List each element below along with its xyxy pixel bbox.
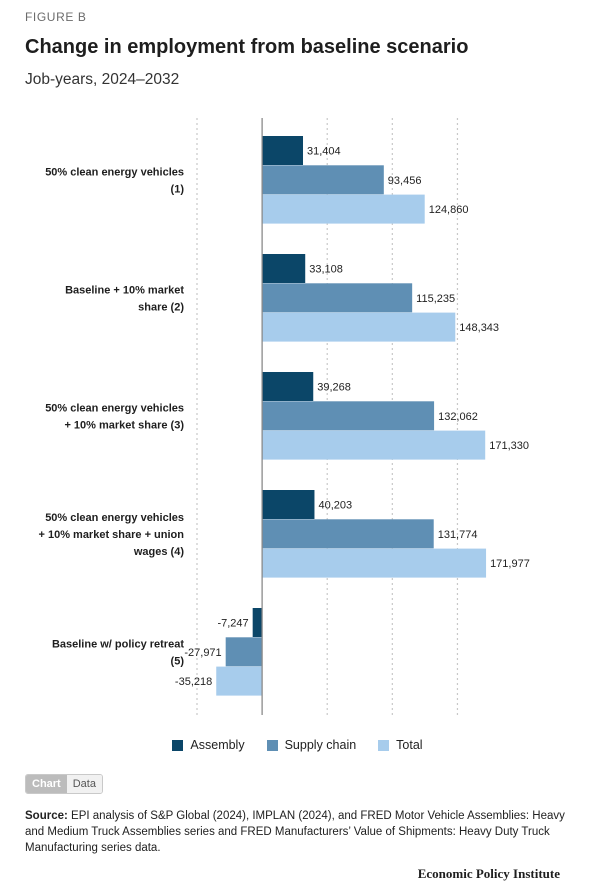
category-label-line: + 10% market share (3) [64, 419, 184, 431]
category-label: Baseline w/ policy retreat (5) [52, 638, 184, 667]
data-label: 124,860 [429, 204, 469, 216]
data-label: 171,330 [489, 440, 529, 452]
bar-chart: 31,404 93,456 124,860 50% clean energy vehi… [38, 118, 530, 715]
legend-item-assembly: Assembly [172, 738, 245, 752]
category-label-line: 50% clean energy vehicles [45, 402, 184, 414]
view-toggle: Chart Data [25, 774, 103, 794]
bar-supply-chain [225, 637, 263, 667]
legend-swatch-supply-chain [266, 739, 278, 751]
bar-assembly [262, 254, 306, 283]
data-label: 148,343 [459, 322, 499, 334]
epi-logo: Economic Policy Institute [417, 866, 560, 881]
data-label: 93,456 [388, 175, 422, 187]
category-label-line: wages (4) [133, 546, 184, 558]
category-label: Baseline + 10% market share (2) [65, 284, 184, 313]
bar-assembly [262, 372, 314, 401]
bar-supply-chain [262, 165, 384, 195]
data-label: 115,235 [416, 293, 455, 305]
figure-label: FIGURE B [25, 10, 87, 24]
category-label: 50% clean energy vehicles (1) [45, 166, 184, 195]
data-label: 33,108 [309, 264, 343, 276]
category-label-line: (1) [171, 183, 185, 195]
data-label: 39,268 [317, 382, 351, 394]
bar-supply-chain [262, 519, 434, 549]
bar-total [216, 666, 263, 696]
category-label-line: 50% clean energy vehicles [45, 166, 184, 178]
category-label-line: Baseline + 10% market [65, 284, 184, 296]
data-label: 40,203 [318, 500, 352, 512]
bar-assembly [252, 608, 263, 637]
chart-title: Change in employment from baseline scena… [25, 36, 469, 58]
category-label-line: 50% clean energy vehicles [45, 512, 184, 524]
data-tab-button[interactable]: Data [66, 775, 102, 793]
data-label: 132,062 [438, 411, 478, 423]
bar-total [262, 312, 456, 342]
category-label-line: Baseline w/ policy retreat [52, 638, 184, 650]
source-text: EPI analysis of S&P Global (2024), IMPLA… [25, 810, 565, 854]
legend-swatch-total [378, 739, 390, 751]
bar-assembly [262, 136, 304, 165]
bar-supply-chain [262, 401, 435, 431]
bar-total [262, 548, 487, 578]
bar-total [262, 194, 425, 224]
data-label: -27,971 [184, 647, 221, 659]
chart-tab-button[interactable]: Chart [26, 775, 67, 793]
category-label-line: (5) [171, 655, 185, 667]
data-label: -35,218 [175, 676, 212, 688]
legend-label-assembly: Assembly [190, 738, 245, 752]
data-label: 171,977 [490, 558, 530, 570]
data-label: 131,774 [438, 529, 478, 541]
chart-subtitle: Job-years, 2024–2032 [25, 71, 180, 88]
bar-total [262, 430, 486, 460]
legend-item-total: Total [378, 738, 423, 752]
data-label: 31,404 [307, 146, 341, 158]
category-label-line: share (2) [138, 301, 184, 313]
data-label: -7,247 [217, 618, 248, 630]
legend-label-supply-chain: Supply chain [284, 738, 357, 752]
bar-supply-chain [262, 283, 413, 313]
legend-swatch-assembly [172, 739, 184, 751]
legend: Assembly Supply chain Total [0, 738, 595, 752]
category-label-line: + 10% market share + union [38, 529, 184, 541]
legend-label-total: Total [396, 738, 423, 752]
bar-assembly [262, 490, 315, 519]
category-label: 50% clean energy vehicles + 10% market sh… [45, 402, 184, 431]
category-label: 50% clean energy vehicles + 10% market sh… [38, 512, 184, 558]
source-prefix: Source: [25, 810, 68, 822]
legend-item-supply-chain: Supply chain [266, 738, 357, 752]
source-note: Source: EPI analysis of S&P Global (2024… [25, 808, 570, 856]
